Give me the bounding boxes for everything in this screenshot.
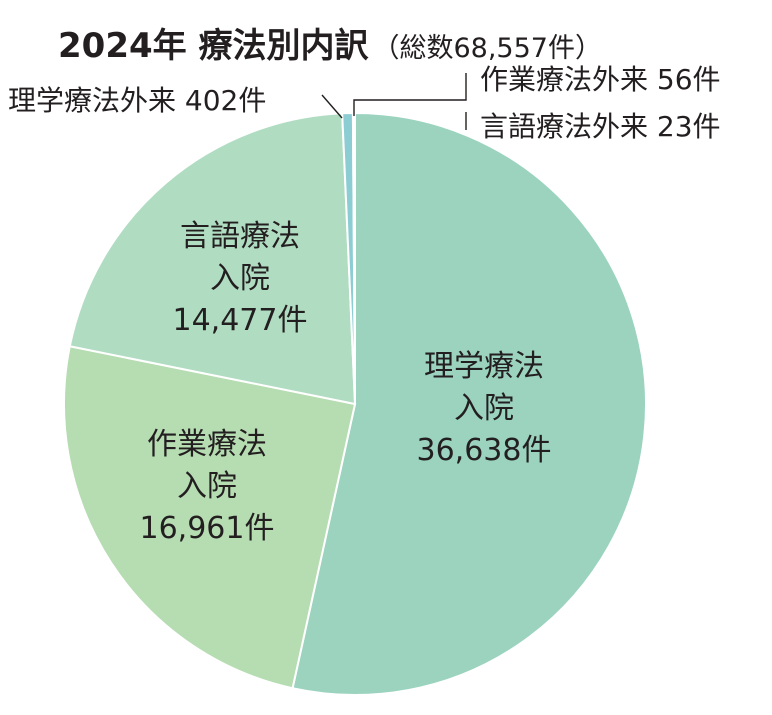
outside-label-5: 作業療法外来 56件 — [480, 63, 721, 96]
chart-title: 2024年 療法別内訳 — [58, 26, 369, 66]
slice-label-2-line-1: 作業療法 — [147, 427, 267, 462]
slice-label-3-line-1: 言語療法 — [180, 219, 300, 254]
slice-label-1-line-2: 入院 — [454, 391, 514, 426]
chart-subtitle: （総数68,557件） — [372, 33, 601, 64]
pie-slice-3 — [68, 112, 357, 406]
outside-label-4: 理学療法外来 402件 — [8, 84, 266, 117]
chart-title-group: 2024年 療法別内訳 （総数68,557件） — [58, 26, 602, 66]
slice-label-2-line-2: 入院 — [177, 469, 237, 504]
pie-slice-2 — [63, 345, 357, 690]
slice-label-1-line-3: 36,638件 — [417, 433, 552, 468]
slice-label-3-line-3: 14,477件 — [173, 303, 308, 338]
slice-label-3-line-2: 入院 — [210, 261, 270, 296]
leader-lines — [321, 73, 467, 130]
outside-label-6: 言語療法外来 23件 — [480, 110, 721, 143]
pie-slice-1 — [291, 111, 647, 696]
slice-label-2-line-3: 16,961件 — [140, 511, 275, 546]
pie-labels: 理学療法入院36,638件作業療法入院16,961件言語療法入院14,477件理… — [8, 63, 721, 546]
pie-slices — [63, 111, 647, 696]
slice-label-1-line-1: 理学療法 — [424, 349, 544, 384]
leader-line-5 — [353, 73, 467, 116]
pie-slice-6 — [353, 111, 356, 405]
leader-line-4 — [321, 94, 343, 119]
